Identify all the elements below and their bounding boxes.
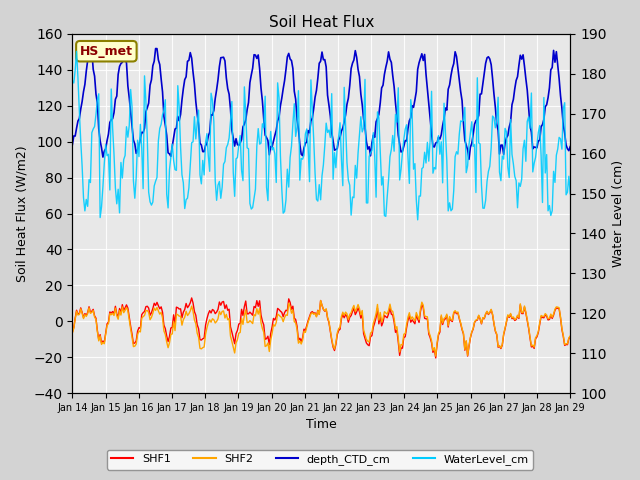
Text: HS_met: HS_met [80, 45, 133, 58]
X-axis label: Time: Time [306, 419, 337, 432]
Y-axis label: Soil Heat Flux (W/m2): Soil Heat Flux (W/m2) [15, 145, 28, 282]
Legend: SHF1, SHF2, depth_CTD_cm, WaterLevel_cm: SHF1, SHF2, depth_CTD_cm, WaterLevel_cm [107, 450, 533, 469]
Title: Soil Heat Flux: Soil Heat Flux [269, 15, 374, 30]
Y-axis label: Water Level (cm): Water Level (cm) [612, 160, 625, 267]
